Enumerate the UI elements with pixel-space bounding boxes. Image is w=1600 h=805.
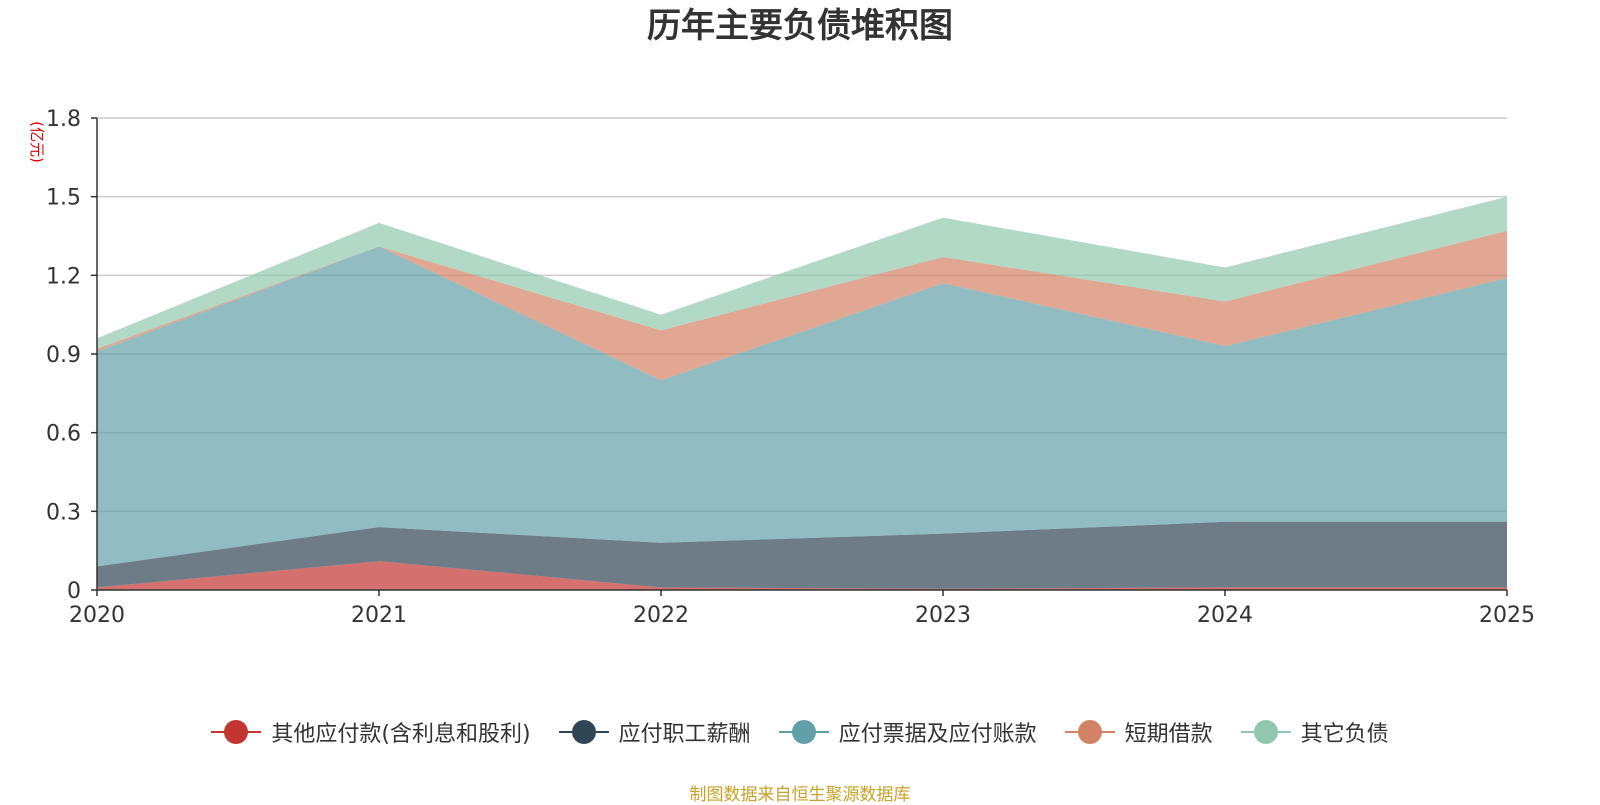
y-tick-label: 0.6 xyxy=(46,422,81,447)
legend-label: 短期借款 xyxy=(1124,722,1213,747)
x-tick-label: 2025 xyxy=(1479,603,1535,628)
area-series-5[interactable] xyxy=(97,196,1507,349)
area-series-group xyxy=(97,196,1507,590)
chart-title: 历年主要负债堆积图 xyxy=(647,6,953,46)
legend-label: 应付职工薪酬 xyxy=(618,722,751,747)
y-tick-label: 1.2 xyxy=(46,264,81,289)
legend-item-3[interactable]: 应付票据及应付账款 xyxy=(778,716,1037,748)
x-tick-label: 2021 xyxy=(351,603,407,628)
y-tick-label: 1.8 xyxy=(46,107,81,132)
legend-label: 其它负债 xyxy=(1300,722,1389,747)
legend-item-5[interactable]: 其它负债 xyxy=(1240,716,1389,748)
x-tick-label: 2020 xyxy=(69,603,125,628)
legend-item-1[interactable]: 其他应付款(含利息和股利) xyxy=(211,716,531,748)
y-tick-label: 0.9 xyxy=(46,343,81,368)
legend-marker-icon xyxy=(778,720,829,744)
x-tick-label: 2023 xyxy=(915,603,971,628)
area-series-2[interactable] xyxy=(97,521,1507,589)
area-series-1[interactable] xyxy=(97,561,1507,590)
legend-label: 应付票据及应付账款 xyxy=(838,722,1037,747)
legend-marker-icon xyxy=(1240,720,1291,744)
legend: 其他应付款(含利息和股利) 应付职工薪酬 应付票据及应付账款 短期借款 其它负债 xyxy=(0,716,1600,748)
legend-marker-icon xyxy=(211,720,262,744)
legend-item-4[interactable]: 短期借款 xyxy=(1064,716,1213,748)
y-axis-unit-label: (亿元) xyxy=(28,121,46,163)
source-note: 制图数据来自恒生聚源数据库 xyxy=(689,785,911,805)
x-tick-label: 2024 xyxy=(1197,603,1253,628)
area-series-3[interactable] xyxy=(97,246,1507,567)
y-tick-label: 1.5 xyxy=(46,186,81,211)
legend-marker-icon xyxy=(1064,720,1115,744)
legend-marker-icon xyxy=(558,720,609,744)
x-tick-label: 2022 xyxy=(633,603,689,628)
y-tick-label: 0.3 xyxy=(46,500,81,525)
y-tick-label: 0 xyxy=(67,579,81,604)
legend-item-2[interactable]: 应付职工薪酬 xyxy=(558,716,751,748)
area-series-4[interactable] xyxy=(97,230,1507,381)
axes: 0 0.3 0.6 0.9 1.2 1.5 1.8 2020 2021 2022 2023 2024 2… xyxy=(28,107,1535,628)
legend-label: 其他应付款(含利息和股利) xyxy=(271,722,531,747)
